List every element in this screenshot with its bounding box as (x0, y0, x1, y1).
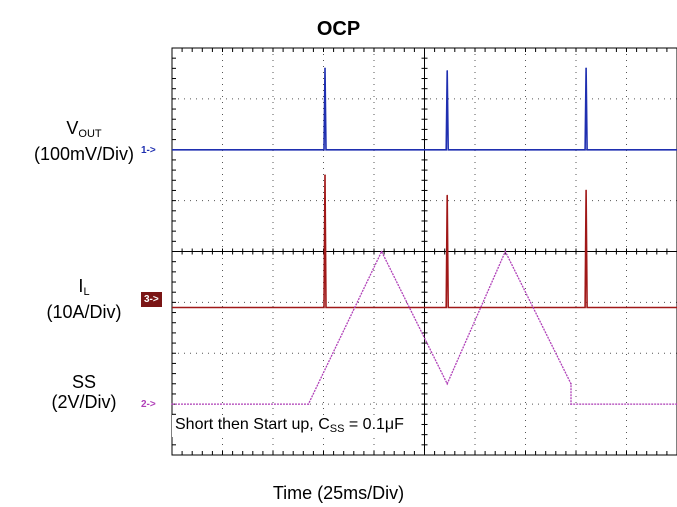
trace-il-spike-peak (585, 189, 587, 192)
chart-title: OCP (316, 18, 361, 40)
vout-scale: (100mV/Div) (33, 144, 135, 164)
vout-channel-label: VOUT (100mV/Div) (8, 118, 160, 164)
vout-name: VOUT (66, 118, 102, 140)
trace-ss-vertex (446, 382, 449, 385)
trace-il-spike-peak (446, 194, 449, 197)
il-name: IL (78, 276, 90, 298)
ss-scale: (2V/Div) (51, 392, 117, 412)
ss-name: SS (71, 372, 96, 392)
trace-ss-vertex (307, 403, 310, 405)
trace-vout-spike-peak (324, 67, 326, 70)
x-axis-label: Time (25ms/Div) (272, 483, 405, 503)
channel-2-marker: 2-> (141, 399, 156, 410)
trace-il-spike-peak (324, 174, 326, 176)
trace-ss-vertex (504, 250, 507, 253)
trace-ss-vertex (570, 382, 572, 385)
channel-1-marker: 1-> (141, 145, 156, 156)
trace-vout-spike-peak (585, 67, 587, 70)
plot-border (171, 47, 677, 456)
il-scale: (10A/Div) (46, 302, 122, 322)
test-condition-annotation: Short then Start up, CSS = 0.1μF (172, 415, 407, 437)
trace-ss-vertex (171, 403, 173, 405)
scope-grid (171, 47, 677, 456)
trace-vout-spike-peak (446, 70, 449, 72)
trace-ss-vertex (570, 403, 572, 405)
trace-ss-vertex (380, 250, 383, 253)
channel-3-marker: 3-> (141, 292, 162, 307)
il-channel-label: IL (10A/Div) (8, 276, 160, 322)
scope-traces (171, 67, 677, 405)
trace-ss (172, 249, 677, 405)
ss-channel-label: SS (2V/Div) (8, 372, 160, 412)
